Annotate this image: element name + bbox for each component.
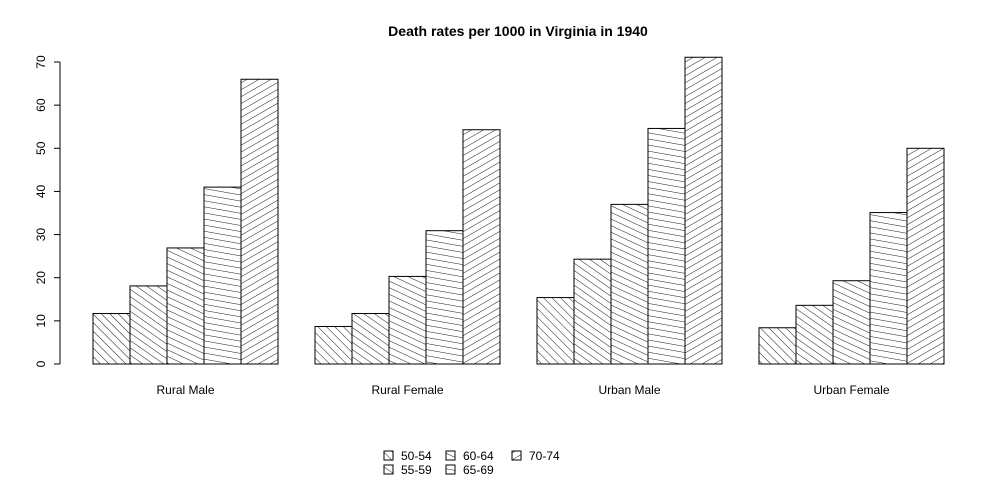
bar xyxy=(388,275,427,365)
legend-swatch xyxy=(383,450,394,461)
legend-swatch xyxy=(445,464,456,475)
bar xyxy=(92,313,131,365)
y-tick-label: 70 xyxy=(34,55,48,69)
y-tick-label: 60 xyxy=(34,98,48,112)
bar xyxy=(795,304,834,365)
y-tick-label: 0 xyxy=(34,360,48,367)
category-label: Urban Female xyxy=(813,383,889,397)
bar xyxy=(610,203,649,365)
bar xyxy=(129,285,168,365)
legend-swatch xyxy=(383,464,394,475)
category-label: Rural Male xyxy=(156,383,214,397)
y-tick-label: 20 xyxy=(34,271,48,285)
bar xyxy=(536,297,575,365)
chart-title: Death rates per 1000 in Virginia in 1940 xyxy=(388,23,648,39)
bar xyxy=(906,147,945,365)
bar xyxy=(203,186,242,365)
legend-label: 60-64 xyxy=(463,449,494,463)
bar xyxy=(869,212,908,365)
bar xyxy=(684,56,723,365)
bar xyxy=(462,129,501,365)
y-tick-label: 40 xyxy=(34,184,48,198)
y-axis: 0 10 20 30 40 50 60 70 xyxy=(34,55,61,367)
y-tick-label: 10 xyxy=(34,314,48,328)
category-label: Rural Female xyxy=(371,383,443,397)
legend-label: 65-69 xyxy=(463,463,494,477)
bar xyxy=(314,325,353,365)
y-tick-label: 30 xyxy=(34,228,48,242)
legend-swatch xyxy=(511,450,522,461)
legend-label: 70-74 xyxy=(529,449,560,463)
y-tick-label: 50 xyxy=(34,141,48,155)
legend-label: 55-59 xyxy=(401,463,432,477)
legend-swatch xyxy=(445,450,456,461)
bar xyxy=(832,280,871,365)
legend-label: 50-54 xyxy=(401,449,432,463)
bar xyxy=(573,258,612,365)
bar xyxy=(425,230,464,365)
category-label: Urban Male xyxy=(598,383,660,397)
bar xyxy=(351,313,390,365)
bar xyxy=(166,247,205,365)
bar xyxy=(647,127,686,365)
bar xyxy=(240,78,279,365)
x-axis-labels: Rural Male Rural Female Urban Male Urban Fe… xyxy=(156,383,889,397)
bars xyxy=(92,56,945,365)
bar xyxy=(758,327,797,365)
